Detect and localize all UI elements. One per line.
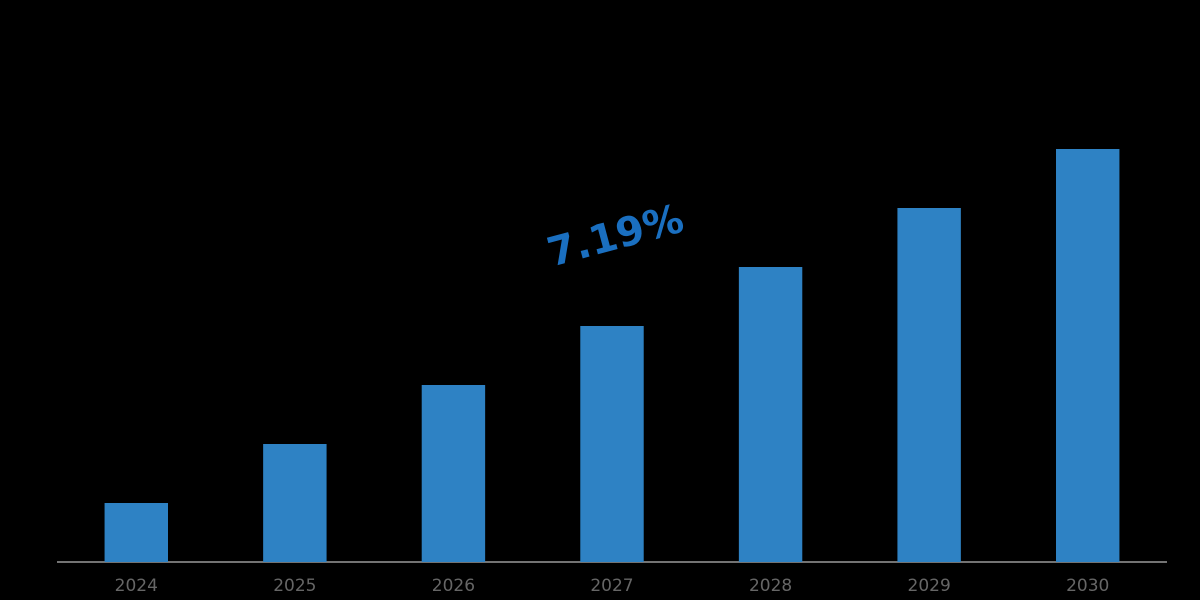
- bar: [263, 444, 327, 562]
- bar: [421, 385, 486, 562]
- bar: [738, 267, 803, 562]
- x-tick-label: 2030: [1066, 576, 1109, 596]
- x-tick-label: 2026: [432, 576, 475, 596]
- bar: [104, 503, 168, 562]
- bar: [897, 208, 961, 562]
- x-tick-label: 2029: [908, 576, 951, 596]
- x-tick-label: 2024: [115, 576, 158, 596]
- x-tick-label: 2027: [590, 576, 633, 596]
- bar: [580, 326, 644, 562]
- x-tick-label: 2025: [273, 576, 316, 596]
- bar: [1056, 149, 1120, 562]
- x-tick-label: 2028: [749, 576, 792, 596]
